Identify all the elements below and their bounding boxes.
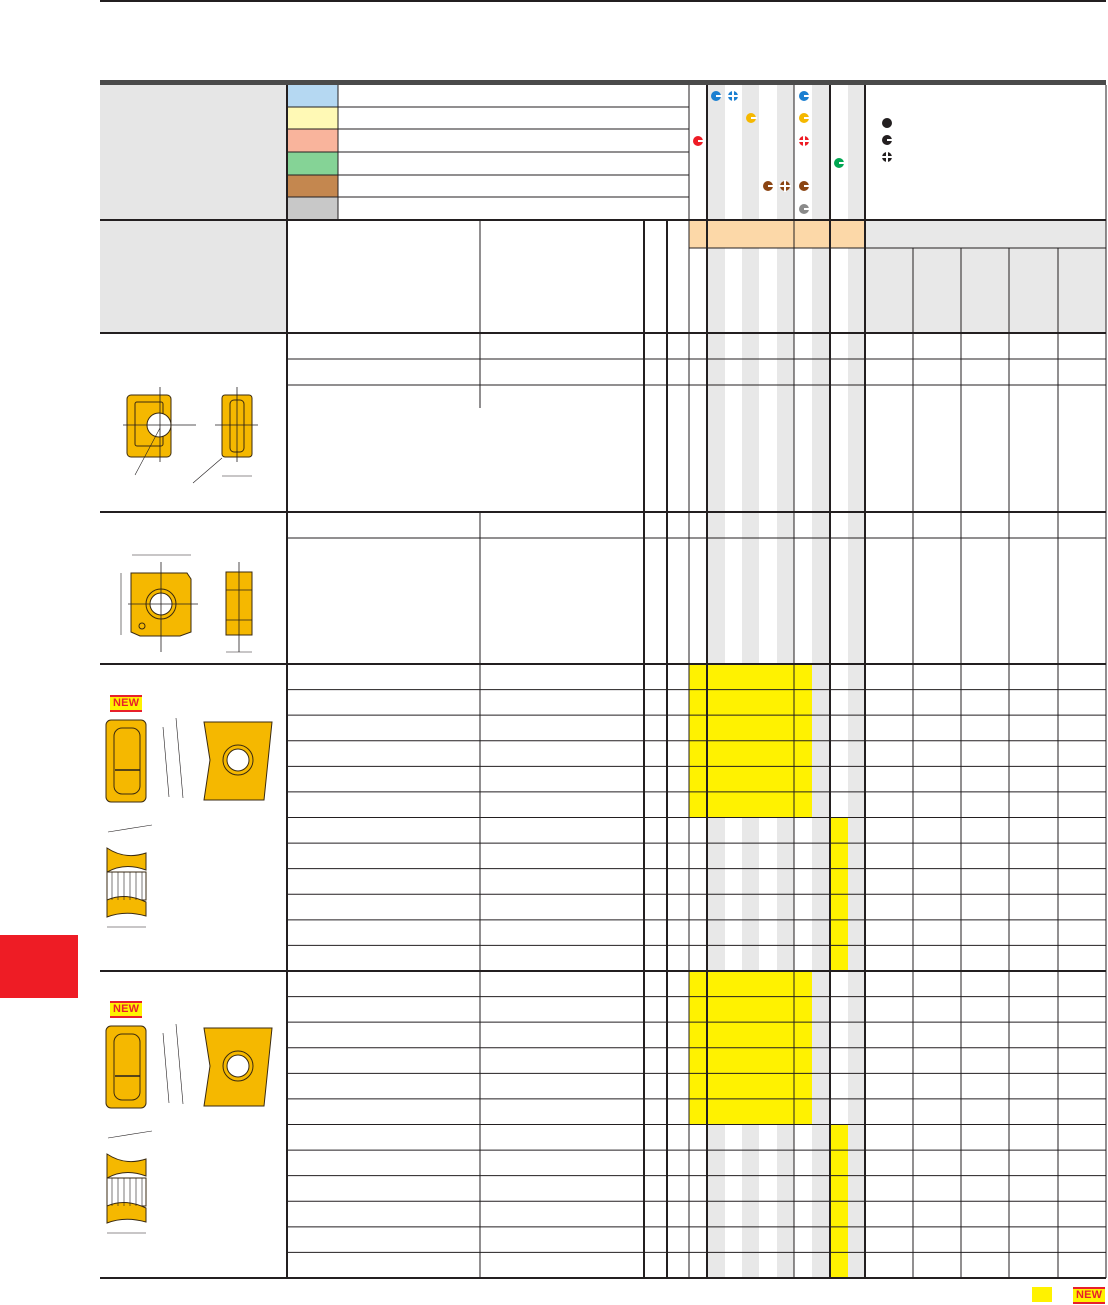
legend-swatch-salmon	[287, 129, 338, 152]
leader-line	[134, 427, 161, 476]
insert-end-top	[106, 847, 147, 873]
column-stripe	[848, 85, 865, 1278]
legend-new-badge: NEW	[1073, 1287, 1106, 1304]
c-dot-icon-notch	[751, 117, 757, 119]
column-stripe	[812, 85, 829, 1278]
c-dot-icon-notch	[804, 185, 810, 187]
insert-end-body	[106, 1177, 147, 1207]
leader-line	[192, 457, 223, 484]
dimension-line	[107, 824, 153, 833]
key-panel	[865, 85, 1106, 220]
legend-swatch-brown	[287, 175, 338, 197]
insert-side-detail	[113, 1033, 141, 1101]
chapter-tab[interactable]	[0, 935, 78, 998]
legend-swatch-yellow	[287, 107, 338, 129]
insert-end-top	[106, 1153, 147, 1179]
legend-swatch-gray	[287, 197, 338, 220]
header-bar	[100, 80, 1106, 85]
insert-hole	[226, 748, 250, 772]
c-dot-icon-notch	[839, 162, 845, 164]
top-rule	[100, 0, 1106, 2]
insert-end-bottom	[106, 896, 147, 918]
dimension-line	[162, 1032, 170, 1104]
c-dot-icon-notch	[804, 95, 810, 97]
dimension-line	[107, 1130, 153, 1139]
c-dot-icon-notch	[768, 185, 774, 187]
legend-swatch-green	[287, 152, 338, 175]
insert-hole	[226, 1054, 250, 1078]
insert-side-detail	[113, 727, 141, 795]
new-badge-section-4: NEW	[110, 1001, 143, 1018]
legend-highlight-swatch	[1032, 1287, 1052, 1302]
insert-end-bottom	[106, 1202, 147, 1224]
insert-side-view	[105, 719, 147, 803]
c-dot-icon-notch	[804, 208, 810, 210]
dimension-line	[162, 726, 170, 798]
c-dot-icon-notch	[716, 95, 722, 97]
c-dot-icon-notch	[698, 140, 704, 142]
c-dot-icon-notch	[887, 139, 893, 141]
insert-pin	[138, 622, 146, 630]
dimension-header	[865, 220, 1106, 333]
insert-end-body	[106, 871, 147, 901]
dimension-line	[175, 1023, 184, 1105]
c-dot-icon-notch	[804, 117, 810, 119]
dimension-line	[175, 717, 184, 799]
grade-header-band	[689, 220, 865, 248]
insert-side-view	[105, 1025, 147, 1109]
full-dot-icon	[882, 118, 892, 128]
new-badge-section-3: NEW	[110, 695, 143, 712]
header-image-cell	[100, 85, 287, 333]
legend-swatch-blue	[287, 85, 338, 107]
